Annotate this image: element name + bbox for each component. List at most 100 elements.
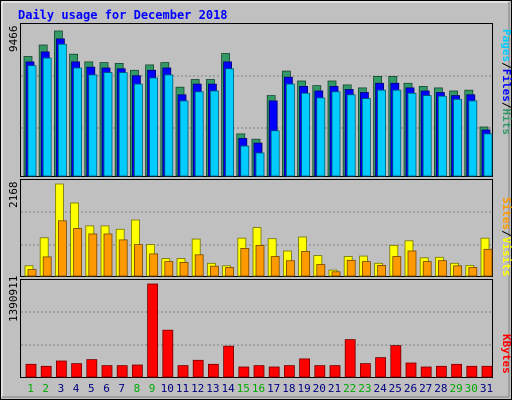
sites-bar xyxy=(285,260,295,277)
sites-bar xyxy=(331,271,341,277)
day-label: 5 xyxy=(88,382,95,395)
kbytes-bar xyxy=(71,363,82,378)
kbytes-bar xyxy=(223,345,235,378)
kbytes-bar xyxy=(86,359,98,378)
day-label: 26 xyxy=(404,382,417,395)
sites-bar xyxy=(133,244,143,277)
pages-bar xyxy=(346,94,356,177)
pages-bar xyxy=(58,43,67,177)
kbytes-bar xyxy=(238,366,250,378)
sites-bar xyxy=(27,269,37,277)
kbytes-bar xyxy=(40,365,52,378)
kbytes-bar xyxy=(192,359,204,378)
pages-bar xyxy=(468,100,478,177)
sites-bar xyxy=(361,261,371,277)
day-labels: 1 2 3 4 5 6 7 8 9 10 11 12 13 14 15 16 17 18 19 20 21 22 23 24 2… xyxy=(27,382,493,395)
sites-bar xyxy=(453,265,463,277)
legend-pages: Pages xyxy=(500,29,512,62)
kbytes-bar xyxy=(101,365,113,378)
legend-files: Files xyxy=(500,69,512,102)
day-label: 25 xyxy=(389,382,402,395)
sites-bar xyxy=(437,260,447,277)
pages-bar xyxy=(361,98,371,177)
day-label: 4 xyxy=(73,382,80,395)
sites-bar xyxy=(316,264,326,277)
day-label: 28 xyxy=(434,382,447,395)
sites-bar xyxy=(103,233,113,277)
kbytes-bar xyxy=(405,362,417,378)
hits-ymax-label: 9466 xyxy=(7,26,20,53)
kbytes-bar xyxy=(131,364,143,378)
day-label: 10 xyxy=(161,382,174,395)
kbytes-bar xyxy=(147,283,159,378)
kbytes-bar xyxy=(268,366,280,378)
panel-hits-box xyxy=(20,23,493,177)
sites-bar xyxy=(255,244,265,277)
sites-bar xyxy=(149,253,159,277)
day-label: 8 xyxy=(134,382,141,395)
sites-bar xyxy=(118,239,128,277)
pages-bar xyxy=(437,95,447,177)
sites-bar xyxy=(468,267,478,277)
sites-bar xyxy=(483,248,493,277)
day-label: 22 xyxy=(343,382,356,395)
pages-bar xyxy=(194,91,204,177)
sites-bar xyxy=(422,261,432,277)
pages-bar xyxy=(103,72,113,177)
day-label: 12 xyxy=(191,382,204,395)
kbytes-bar xyxy=(299,358,311,378)
legend-hits: Hits xyxy=(500,109,512,136)
sites-bar xyxy=(58,220,67,277)
kbytes-bar xyxy=(207,363,219,378)
sites-bar xyxy=(42,256,52,277)
day-label: 29 xyxy=(449,382,462,395)
kbytes-bar xyxy=(283,365,295,378)
kbytes-bar xyxy=(359,363,371,378)
pages-bar xyxy=(88,74,98,177)
panel-kbytes-box xyxy=(20,279,493,378)
day-label: 3 xyxy=(58,382,65,395)
sites-bar xyxy=(88,233,98,277)
pages-bar xyxy=(225,68,235,177)
legend-sep: / xyxy=(500,62,512,69)
day-label: 19 xyxy=(297,382,310,395)
kbytes-bar xyxy=(435,365,447,378)
sites-bar xyxy=(225,267,235,277)
pages-bar xyxy=(27,65,37,177)
day-label: 24 xyxy=(373,382,387,395)
pages-bar xyxy=(209,90,219,177)
legend-sites: Sites xyxy=(500,197,512,230)
chart-title: Daily usage for December 2018 xyxy=(18,8,228,22)
day-label: 11 xyxy=(176,382,189,395)
pages-bar xyxy=(73,67,82,177)
pages-bar xyxy=(270,130,280,177)
day-label: 9 xyxy=(149,382,156,395)
kbytes-bar xyxy=(375,357,387,378)
pages-bar xyxy=(285,83,295,177)
kbytes-bar xyxy=(390,345,402,378)
pages-bar xyxy=(179,100,189,177)
sites-bar xyxy=(209,265,219,277)
kbytes-bar xyxy=(451,363,463,378)
day-label: 16 xyxy=(252,382,265,395)
sites-bar xyxy=(179,261,189,277)
visits-ymax-label: 2168 xyxy=(7,182,20,209)
day-label: 18 xyxy=(282,382,295,395)
pages-bar xyxy=(118,72,128,177)
day-label: 31 xyxy=(480,382,493,395)
pages-bar xyxy=(331,91,341,177)
legend-sep: / xyxy=(500,102,512,109)
kbytes-bar xyxy=(253,365,265,378)
sites-bar xyxy=(392,256,402,277)
legend-visits: Visits xyxy=(500,237,512,277)
pages-bar xyxy=(422,95,432,177)
pages-bar xyxy=(483,133,493,177)
kbytes-bar xyxy=(116,365,128,378)
kbytes-bar xyxy=(162,329,174,378)
pages-bar xyxy=(255,152,265,177)
pages-bar xyxy=(392,89,402,177)
sites-bar xyxy=(73,228,82,277)
sites-bar xyxy=(377,264,387,277)
day-label: 23 xyxy=(358,382,371,395)
